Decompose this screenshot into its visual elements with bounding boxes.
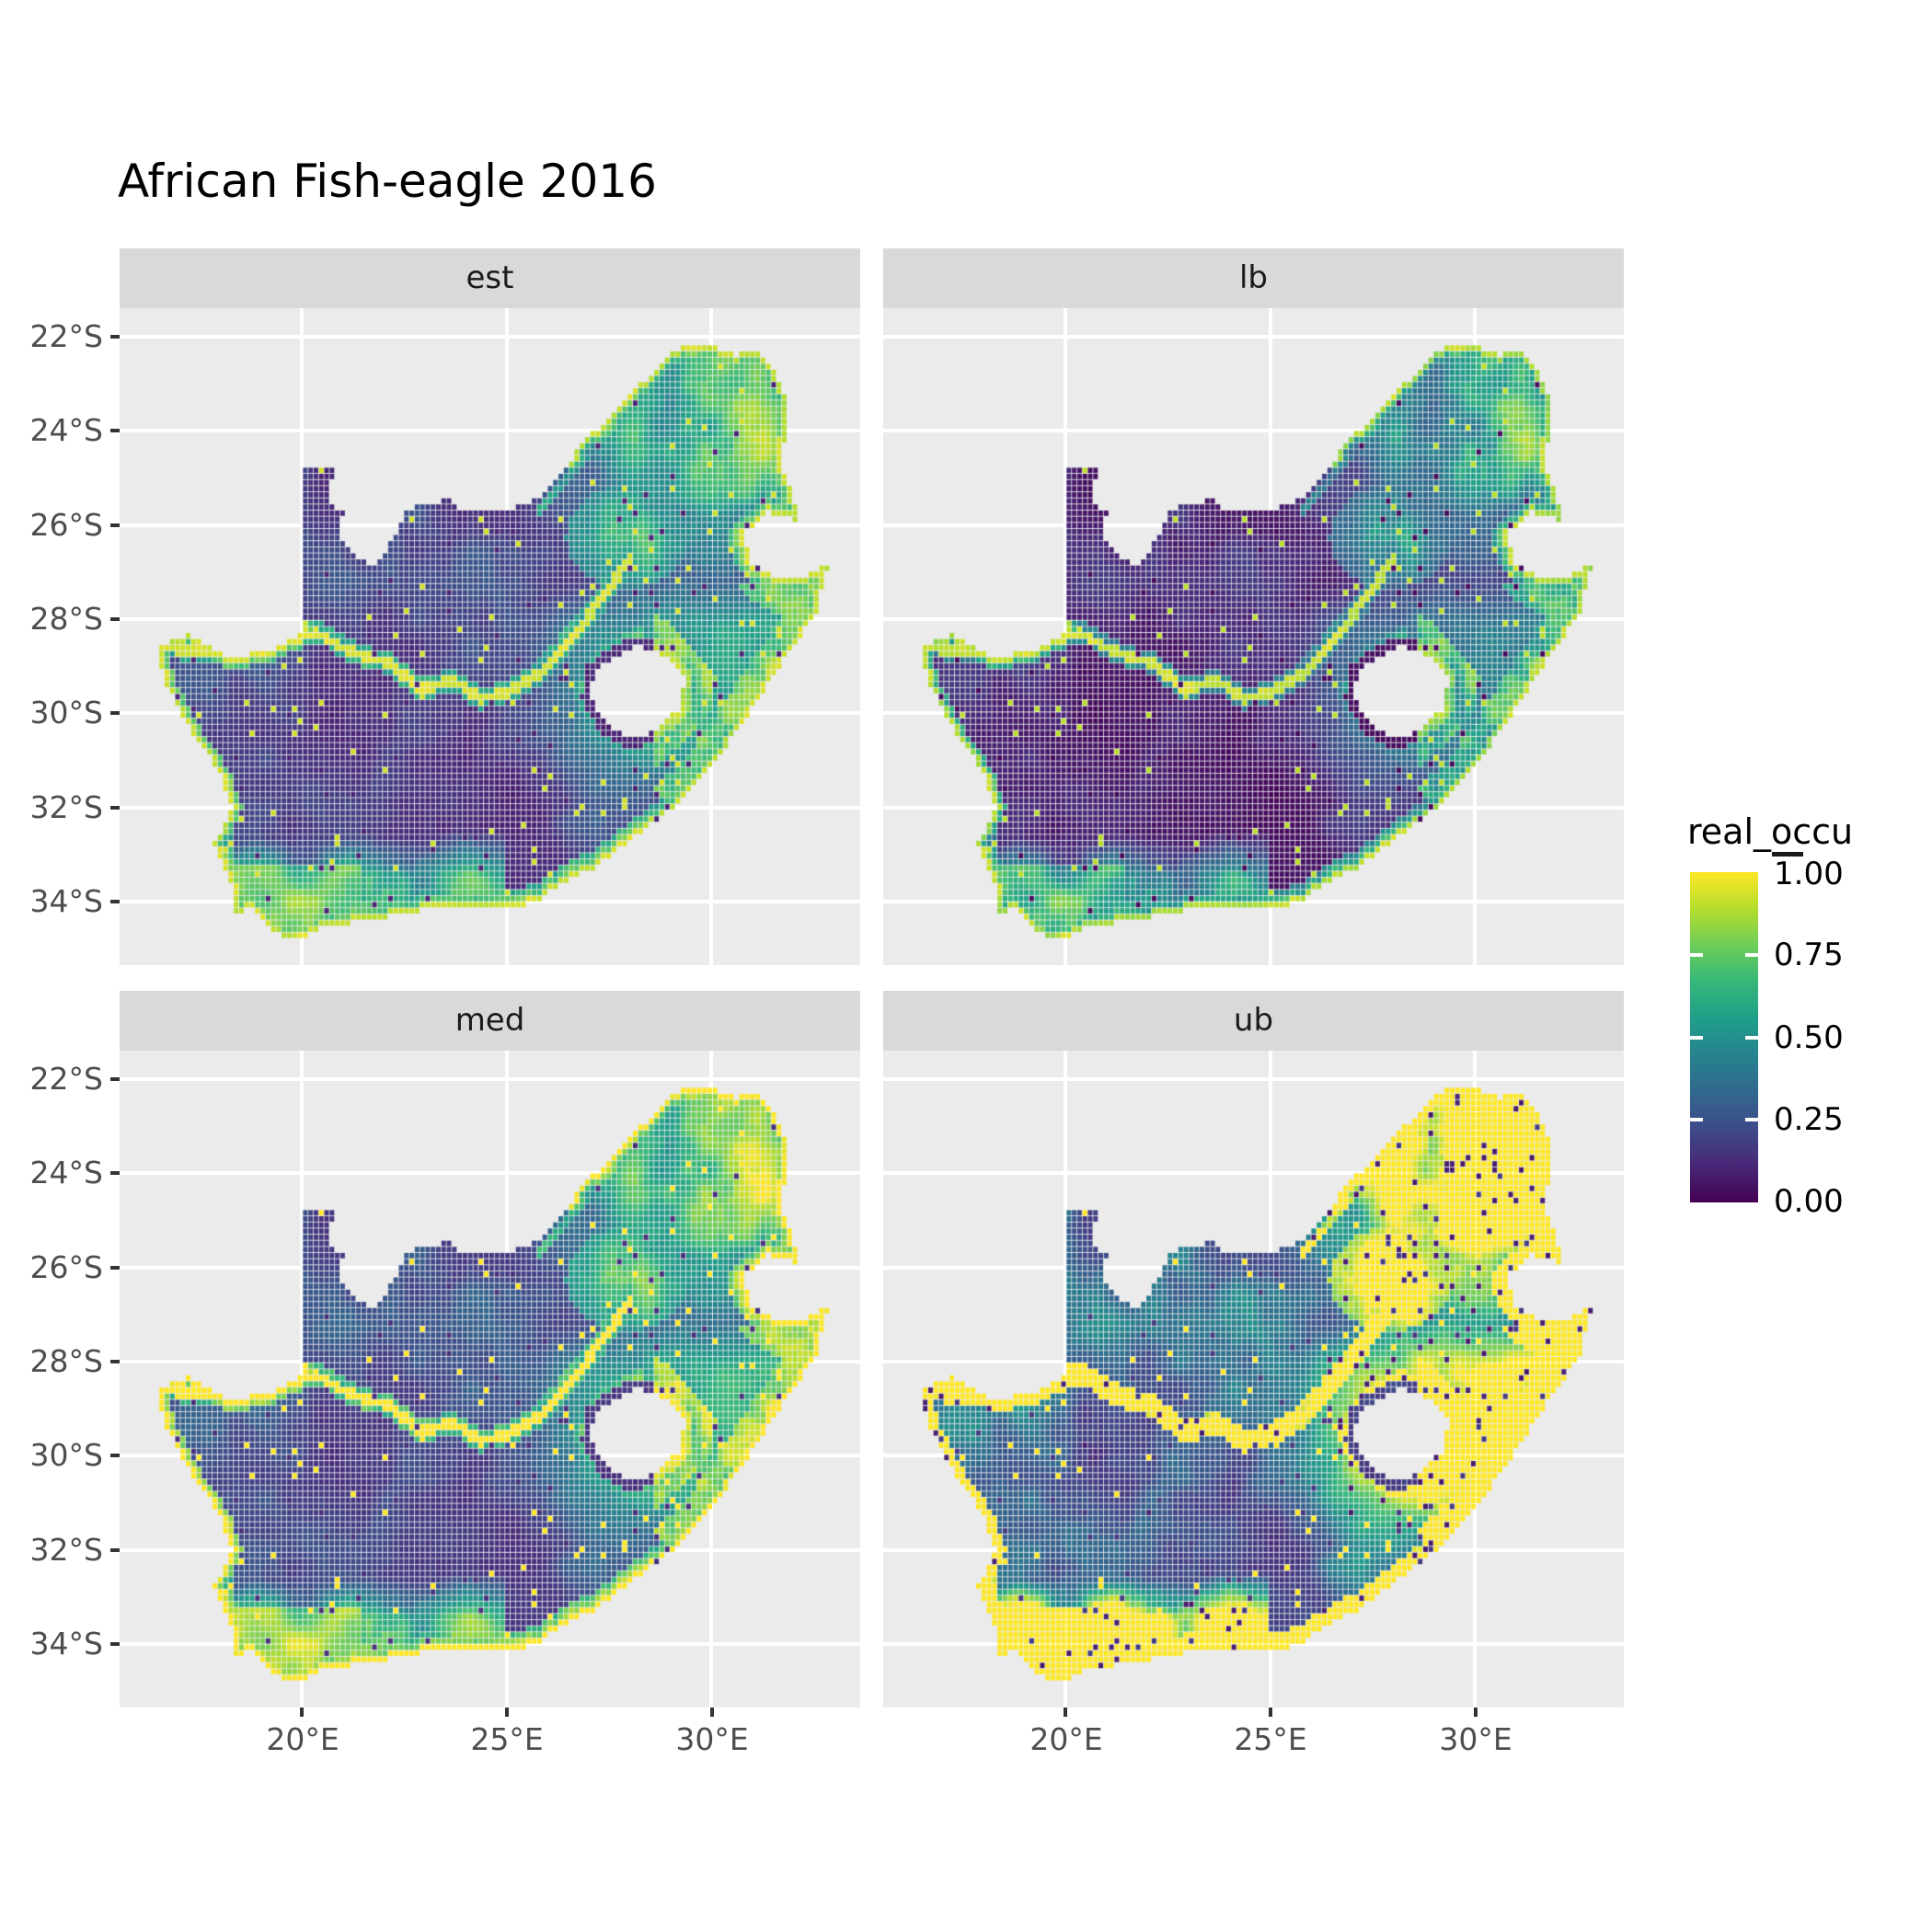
y-tick-mark <box>110 1360 120 1363</box>
x-axis-label: 30°E <box>675 1721 749 1757</box>
y-axis-label: 34°S <box>29 1626 103 1662</box>
y-axis-label: 26°S <box>29 507 103 543</box>
x-axis-label: 30°E <box>1439 1721 1512 1757</box>
y-axis-label: 24°S <box>29 1155 103 1190</box>
facet-strip-ub: ub <box>883 991 1624 1051</box>
legend-tick-label: 0.25 <box>1774 1101 1844 1138</box>
legend-tick-label: 1.00 <box>1774 856 1844 892</box>
facet-panel-med <box>120 1051 860 1708</box>
legend-title: real_occu <box>1687 811 1854 852</box>
legend-tick-dash <box>1690 1036 1703 1040</box>
y-axis-label: 22°S <box>29 1061 103 1097</box>
y-tick-mark <box>110 1171 120 1175</box>
y-tick-mark <box>110 429 120 432</box>
y-tick-mark <box>110 1077 120 1081</box>
legend-tick-label: 0.75 <box>1774 937 1844 973</box>
legend-tick-dash <box>1690 953 1703 957</box>
legend-tick-dash <box>1745 1036 1758 1040</box>
x-axis-label: 25°E <box>470 1721 544 1757</box>
map-canvas-med <box>120 1051 860 1708</box>
legend-tick-dash <box>1690 1118 1703 1121</box>
facet-panel-est <box>120 308 860 965</box>
y-tick-mark <box>110 335 120 339</box>
y-axis-label: 24°S <box>29 412 103 448</box>
y-axis-label: 32°S <box>29 1532 103 1568</box>
x-axis-label: 20°E <box>266 1721 339 1757</box>
facet-strip-med: med <box>120 991 860 1051</box>
y-axis-label: 28°S <box>29 1343 103 1379</box>
y-tick-mark <box>110 1642 120 1646</box>
x-tick-mark <box>1064 1708 1067 1717</box>
x-axis-label: 20°E <box>1029 1721 1103 1757</box>
legend-tick-label: 0.00 <box>1774 1183 1844 1220</box>
x-tick-mark <box>1269 1708 1272 1717</box>
y-axis-label: 26°S <box>29 1249 103 1285</box>
map-canvas-est <box>120 308 860 965</box>
facet-panel-lb <box>883 308 1624 965</box>
y-tick-mark <box>110 523 120 527</box>
facet-strip-est: est <box>120 248 860 308</box>
y-tick-mark <box>110 711 120 715</box>
map-canvas-lb <box>883 308 1624 965</box>
x-tick-mark <box>505 1708 509 1717</box>
x-tick-mark <box>710 1708 714 1717</box>
facet-strip-label: med <box>454 1002 525 1039</box>
facet-panel-ub <box>883 1051 1624 1708</box>
facet-strip-lb: lb <box>883 248 1624 308</box>
y-tick-mark <box>110 900 120 903</box>
y-tick-mark <box>110 1548 120 1552</box>
y-axis-label: 30°S <box>29 1437 103 1473</box>
y-tick-mark <box>110 1266 120 1270</box>
y-axis-label: 32°S <box>29 789 103 825</box>
y-axis-label: 34°S <box>29 883 103 919</box>
y-tick-mark <box>110 617 120 621</box>
facet-strip-label: ub <box>1233 1002 1274 1039</box>
facet-strip-label: est <box>466 259 514 296</box>
y-axis-label: 28°S <box>29 601 103 637</box>
x-axis-label: 25°E <box>1234 1721 1307 1757</box>
y-axis-label: 22°S <box>29 318 103 354</box>
legend-tick-dash <box>1745 953 1758 957</box>
y-tick-mark <box>110 1454 120 1457</box>
facet-strip-label: lb <box>1238 259 1269 296</box>
map-canvas-ub <box>883 1051 1624 1708</box>
legend-tick-dash <box>1745 1118 1758 1121</box>
x-tick-mark <box>300 1708 304 1717</box>
legend-tick-label: 0.50 <box>1774 1019 1844 1056</box>
plot-title: African Fish-eagle 2016 <box>118 155 657 208</box>
y-axis-label: 30°S <box>29 695 103 730</box>
x-tick-mark <box>1474 1708 1478 1717</box>
legend-top-tick <box>1772 852 1803 857</box>
y-tick-mark <box>110 806 120 810</box>
